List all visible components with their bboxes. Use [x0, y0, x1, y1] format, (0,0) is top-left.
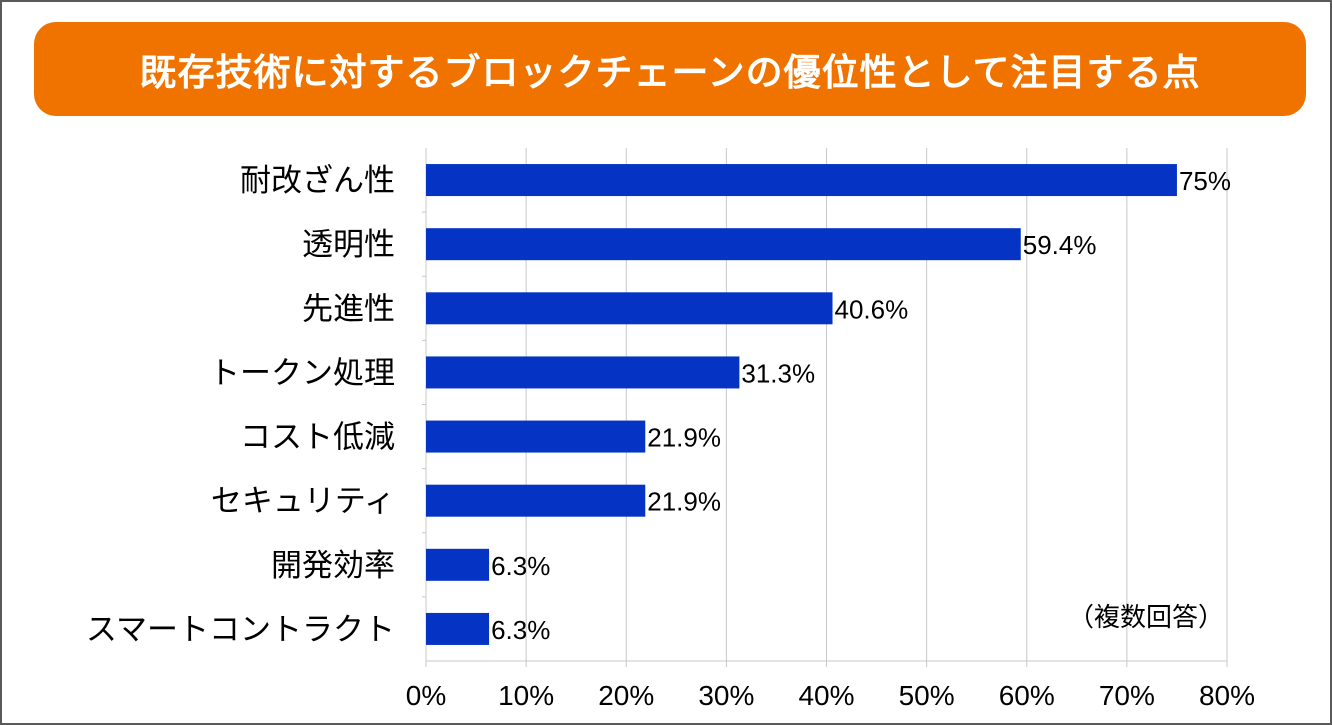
- category-label: 開発効率: [271, 548, 395, 584]
- x-tick-label: 40%: [798, 680, 854, 711]
- bar: [426, 292, 833, 325]
- category-label: セキュリティ: [211, 484, 395, 520]
- data-label: 6.3%: [491, 615, 550, 645]
- data-label: 59.4%: [1023, 230, 1097, 260]
- category-label: 透明性: [302, 227, 395, 263]
- bar: [426, 612, 490, 645]
- data-label: 6.3%: [491, 551, 550, 581]
- x-tick-label: 50%: [899, 680, 955, 711]
- data-label: 40.6%: [835, 294, 909, 324]
- x-tick-label: 60%: [999, 680, 1055, 711]
- x-tick-label: 70%: [1099, 680, 1155, 711]
- data-label: 21.9%: [647, 487, 721, 517]
- category-label: コスト低減: [240, 420, 395, 456]
- x-tick-label: 20%: [598, 680, 654, 711]
- category-label: 耐改ざん性: [240, 163, 395, 199]
- data-label: 31.3%: [741, 358, 815, 388]
- category-label: スマートコントラクト: [86, 612, 395, 648]
- bar: [426, 420, 646, 453]
- x-tick-label: 30%: [698, 680, 754, 711]
- bar: [426, 484, 646, 517]
- bar: [426, 356, 740, 389]
- bar: [426, 548, 490, 581]
- category-label: 先進性: [302, 291, 395, 327]
- category-label: トークン処理: [209, 355, 395, 391]
- bar: [426, 228, 1021, 261]
- bar: [426, 164, 1177, 197]
- x-tick-label: 80%: [1199, 680, 1255, 711]
- x-tick-label: 0%: [406, 680, 446, 711]
- chart-title: 既存技術に対するブロックチェーンの優位性として注目する点: [34, 22, 1306, 116]
- data-label: 75%: [1179, 166, 1231, 196]
- annotation: （複数回答）: [1068, 603, 1224, 633]
- x-tick-label: 10%: [498, 680, 554, 711]
- data-label: 21.9%: [647, 423, 721, 453]
